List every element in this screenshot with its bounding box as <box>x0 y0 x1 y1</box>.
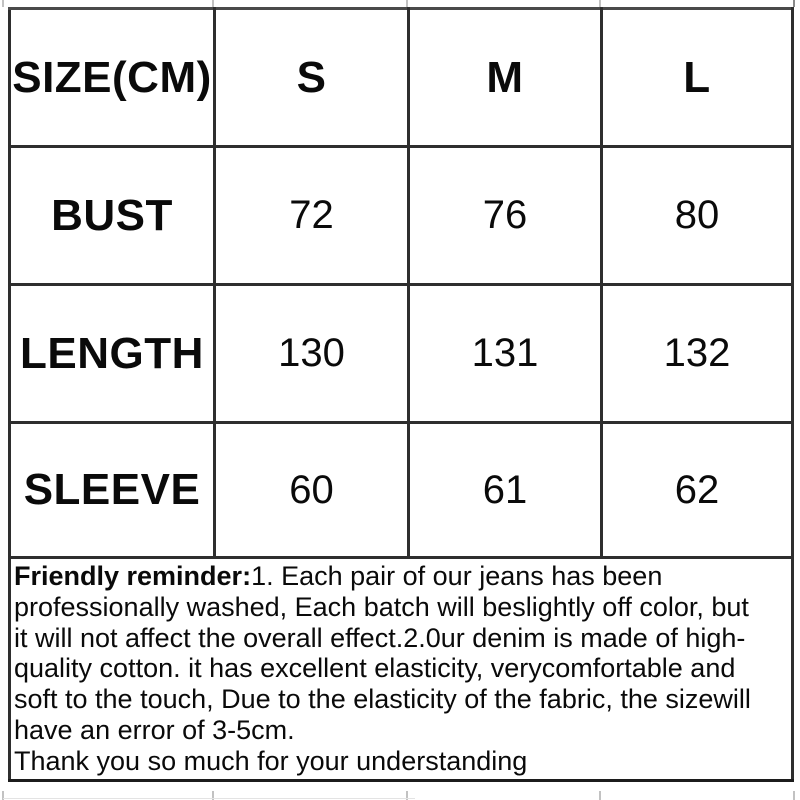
cropped-gridline <box>599 0 601 7</box>
cell-sleeve-s: 60 <box>213 421 410 559</box>
size-chart-table: SIZE(CM) S M L BUST 72 76 80 LENGTH 130 … <box>8 7 794 782</box>
cell-bust-m: 76 <box>407 145 603 286</box>
column-header-l: L <box>600 7 794 148</box>
cropped-gridline <box>3 798 415 799</box>
cropped-gridline <box>599 791 601 800</box>
reminder-text: 1. Each pair of our jeans has been profe… <box>14 561 751 776</box>
table-row-length: LENGTH 130 131 132 <box>8 283 794 424</box>
table-row-bust: BUST 72 76 80 <box>8 145 794 286</box>
cell-bust-s: 72 <box>213 145 410 286</box>
reminder-row: Friendly reminder:1. Each pair of our je… <box>8 556 794 782</box>
cell-length-l: 132 <box>600 283 794 424</box>
cell-length-m: 131 <box>407 283 603 424</box>
cell-sleeve-m: 61 <box>407 421 603 559</box>
cropped-gridline <box>212 791 214 800</box>
cell-sleeve-l: 62 <box>600 421 794 559</box>
cropped-gridline <box>406 791 408 800</box>
friendly-reminder-note: Friendly reminder:1. Each pair of our je… <box>8 556 794 782</box>
size-unit-header: SIZE(CM) <box>8 7 216 148</box>
table-row-sleeve: SLEEVE 60 61 62 <box>8 421 794 559</box>
column-header-m: M <box>407 7 603 148</box>
reminder-label: Friendly reminder: <box>14 561 252 591</box>
header-row: SIZE(CM) S M L <box>8 7 794 148</box>
cropped-gridline <box>406 0 408 7</box>
cropped-gridline <box>212 0 214 7</box>
cropped-gridline <box>2 791 4 800</box>
row-label-sleeve: SLEEVE <box>8 421 216 559</box>
cropped-gridline <box>2 0 4 7</box>
row-label-bust: BUST <box>8 145 216 286</box>
cell-length-s: 130 <box>213 283 410 424</box>
column-header-s: S <box>213 7 410 148</box>
cropped-gridline <box>793 791 795 800</box>
row-label-length: LENGTH <box>8 283 216 424</box>
cropped-gridline <box>793 0 795 7</box>
cell-bust-l: 80 <box>600 145 794 286</box>
